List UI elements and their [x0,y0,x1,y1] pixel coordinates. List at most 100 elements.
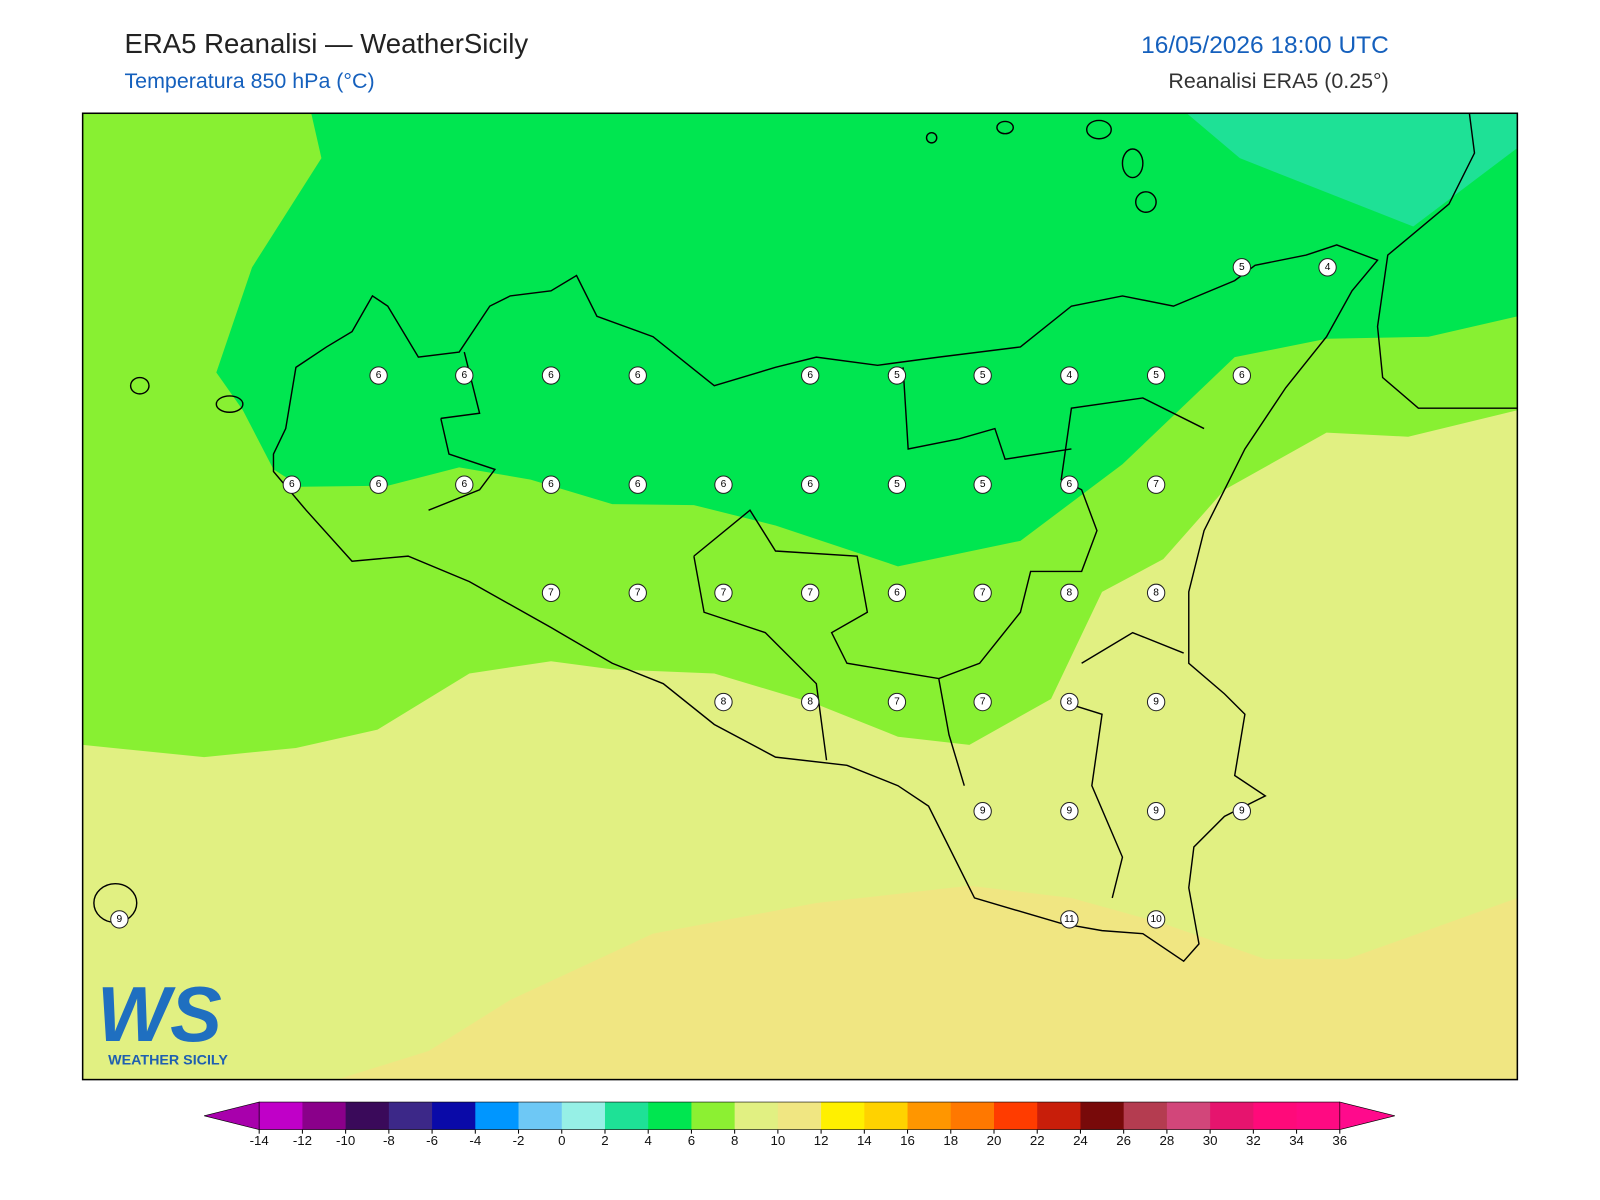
station: 6 [541,366,561,385]
colorbar-bin [475,1102,520,1130]
station-value: 6 [376,479,382,490]
station: 7 [628,583,647,603]
station: 6 [714,475,733,494]
station: 4 [1060,366,1079,385]
colorbar-tick-label: 30 [1203,1133,1218,1148]
colorbar-tick-label: 32 [1246,1133,1261,1148]
colorbar-bin [604,1102,649,1130]
station-marker [1146,802,1166,821]
station-value: 8 [1153,587,1159,598]
colorbar-bin [518,1102,563,1130]
station-value: 5 [894,370,900,381]
logo: WS WEATHER SICILY [97,972,228,1068]
subtitle: Temperatura 850 hPa (°C) [124,69,374,93]
station-value: 9 [1067,806,1073,817]
station: 5 [1146,366,1166,385]
station-marker [1060,692,1079,712]
colorbar-tick-label: 12 [814,1133,829,1148]
station-marker [628,366,647,385]
station: 8 [714,692,733,712]
station: 9 [110,910,129,929]
station-marker [1060,475,1079,494]
station: 7 [973,583,992,603]
station-marker [1232,366,1252,385]
station-marker [369,475,388,494]
colorbar-bin [432,1102,476,1130]
station-marker [1146,475,1166,494]
station-value: 9 [117,914,123,925]
colorbar-tick-label: 28 [1160,1133,1175,1148]
station-value: 6 [461,370,467,381]
station: 7 [541,583,561,603]
station-marker [628,475,647,494]
colorbar-bin [864,1102,909,1130]
station: 5 [887,475,907,494]
station: 9 [1146,802,1166,821]
station-value: 5 [980,479,986,490]
station-value: 7 [980,697,986,708]
station-marker [973,583,992,603]
station-value: 6 [289,479,295,490]
station: 7 [801,583,820,603]
station-value: 8 [1067,587,1073,598]
station-marker [973,475,992,494]
station-value: 8 [807,697,813,708]
colorbar-bin [1296,1102,1341,1130]
field-4-6 [216,113,1518,567]
station-value: 5 [894,479,900,490]
station-marker [1060,583,1079,603]
map-frame [81,112,1519,1081]
station-value: 6 [635,370,641,381]
colorbar-tick-label: 22 [1030,1133,1045,1148]
station-marker [973,692,992,712]
station-value: 9 [1239,806,1245,817]
datetime: 16/05/2026 18:00 UTC [1141,32,1389,59]
station: 10 [1146,910,1166,929]
colorbar-bin [1166,1102,1211,1130]
station-value: 6 [894,587,900,598]
colorbar: -14 -12 -10 -8 -6 -4 -2 0 2 4 6 8 10 12 14 16 18 20 22 24 26… [204,1101,1395,1148]
colorbar-bin [561,1102,606,1130]
station: 6 [282,475,302,494]
field-10-12 [336,885,1518,1080]
station-marker [887,475,907,494]
station-value: 6 [721,479,727,490]
colorbar-bin [302,1102,347,1130]
station-marker [1146,583,1166,603]
station-value: 8 [721,697,727,708]
station: 6 [541,475,561,494]
colorbar-tick-label: -2 [513,1133,525,1148]
station-marker [541,475,561,494]
colorbar-tick-label: 34 [1289,1133,1304,1148]
colorbar-tick-label: 24 [1073,1133,1088,1148]
logo-mark: WS [97,972,222,1058]
station: 5 [973,366,992,385]
station-marker [1232,802,1252,821]
colorbar-tick-label: 0 [558,1133,565,1148]
station-marker [110,910,129,929]
station-value: 6 [1067,479,1073,490]
station-value: 7 [635,587,641,598]
station: 8 [801,692,820,712]
station-value: 6 [461,479,467,490]
colorbar-tick-label: -10 [336,1133,355,1148]
station-value: 9 [1153,697,1159,708]
station-value: 4 [1067,370,1073,381]
station: 7 [887,692,907,712]
colorbar-bin [994,1102,1038,1130]
station-marker [282,475,302,494]
station: 6 [369,366,388,385]
station-marker [714,583,733,603]
station-marker [455,366,474,385]
station-marker [1232,258,1252,277]
colorbar-bin [777,1102,822,1130]
station-marker [1146,910,1166,929]
station-value: 6 [1239,370,1245,381]
colorbar-tick-label: 26 [1116,1133,1131,1148]
station-marker [455,475,474,494]
station-marker [973,802,992,821]
station-value: 5 [1239,262,1245,273]
station-value: 10 [1150,914,1162,925]
station: 5 [1232,258,1252,277]
station: 11 [1060,910,1079,929]
